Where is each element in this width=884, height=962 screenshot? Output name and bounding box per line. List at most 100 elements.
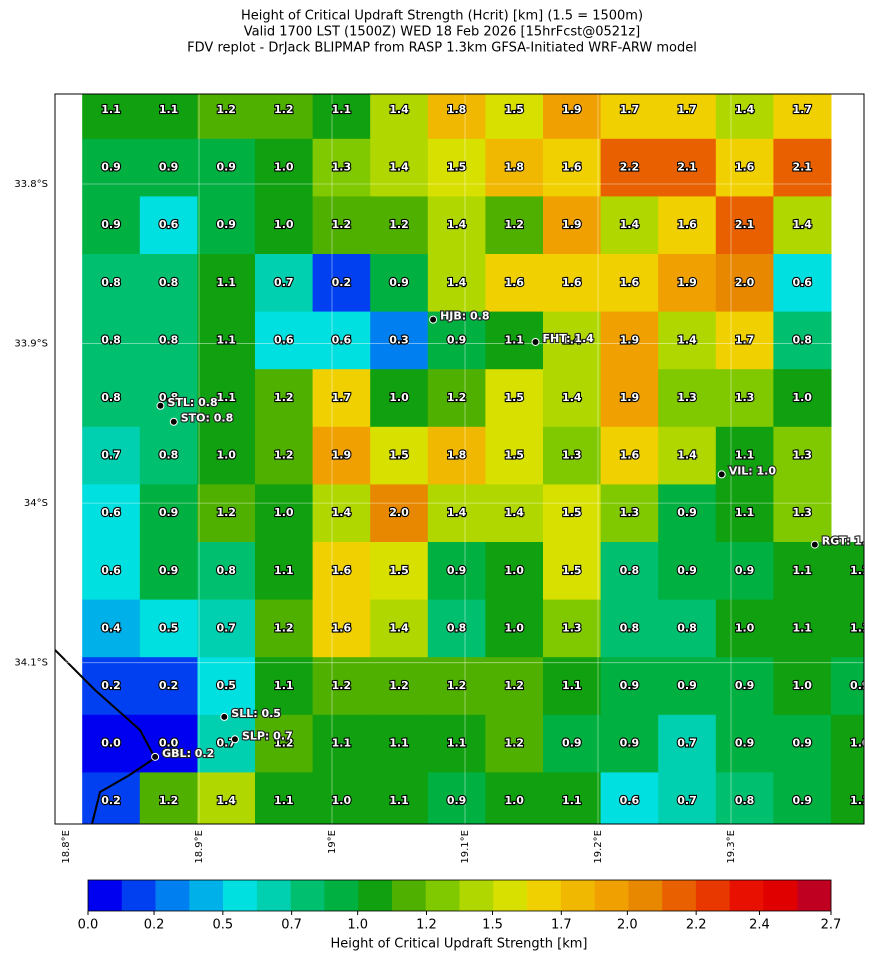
cell <box>715 94 774 140</box>
cell-label: 0.9 <box>389 276 409 289</box>
cell <box>82 426 141 485</box>
cell-label: 1.2 <box>332 679 352 692</box>
cell <box>543 484 602 543</box>
cell-label: 1.2 <box>274 737 294 750</box>
cell <box>600 196 659 255</box>
cell <box>427 426 486 485</box>
cell <box>312 484 371 543</box>
colorbar-frame <box>87 879 832 912</box>
colorbar-box <box>560 880 595 911</box>
cell-label: 1.4 <box>447 218 467 231</box>
cell-label: 0.8 <box>159 333 179 346</box>
cell-label: 1.3 <box>332 161 352 174</box>
cell <box>831 657 864 716</box>
cell-label: 0.6 <box>792 276 812 289</box>
cell <box>831 772 864 824</box>
cell-label: 0.6 <box>101 564 121 577</box>
cell-label: 1.7 <box>332 391 352 404</box>
cell <box>139 714 198 773</box>
cell <box>82 254 141 313</box>
cell <box>543 138 602 197</box>
colorbar-box <box>121 880 156 911</box>
cell <box>312 772 371 824</box>
cell-label: 0.7 <box>216 621 236 634</box>
colorbar-tick-label: 0.7 <box>281 918 302 933</box>
cell-label: 1.4 <box>389 621 409 634</box>
colorbar-label: Height of Critical Updraft Strength [km] <box>331 937 588 952</box>
colorbar-box <box>290 880 325 911</box>
cell <box>197 138 256 197</box>
cell-label: 1.0 <box>389 391 409 404</box>
cell-label: 0.5 <box>159 621 179 634</box>
cell <box>543 196 602 255</box>
cell <box>658 138 717 197</box>
x-tick-label: 18.9°E <box>194 830 205 864</box>
cell <box>485 254 544 313</box>
station-label: HJB: 0.8 <box>440 310 489 323</box>
cell-label: 1.7 <box>677 103 697 116</box>
station-label: FHT: 1.4 <box>543 332 595 345</box>
cell-label: 0.8 <box>792 333 812 346</box>
cell <box>82 542 141 601</box>
cell <box>139 426 198 485</box>
cell <box>831 599 864 658</box>
cell <box>255 311 314 370</box>
cell <box>543 426 602 485</box>
cell <box>312 426 371 485</box>
cell-label: 0.8 <box>677 621 697 634</box>
colorbar-tick-label: 2.4 <box>749 918 770 933</box>
cell-label: 1.0 <box>792 391 812 404</box>
cell-label: 1.4 <box>216 794 236 807</box>
colorbar-box <box>662 880 697 911</box>
cell <box>312 599 371 658</box>
cell-label: 1.6 <box>504 276 524 289</box>
station <box>156 401 165 410</box>
cell-label: 1.0 <box>504 621 524 634</box>
colorbar-tick-label: 1.2 <box>416 918 437 933</box>
cell <box>773 657 832 716</box>
cell-label: 0.2 <box>159 679 179 692</box>
cell <box>715 657 774 716</box>
cell-label: 0.9 <box>792 737 812 750</box>
cell-label: 0.6 <box>332 333 352 346</box>
colorbar-tick-label: 0.2 <box>144 918 165 933</box>
cell-label: 0.8 <box>216 564 236 577</box>
cell-label: 1.9 <box>677 276 697 289</box>
cell <box>197 714 256 773</box>
cell <box>197 542 256 601</box>
cell-label: 0.9 <box>159 161 179 174</box>
cell-label: 2.0 <box>389 506 409 519</box>
cell-label: 1.3 <box>792 506 812 519</box>
cell <box>139 772 198 824</box>
cell-label: 1.3 <box>735 391 755 404</box>
overlay: 1.1 1.1 1.2 1.2 1.1 1.4 1.8 1.5 1.9 1.7 1.7 1.4 1.7 0… <box>55 94 864 824</box>
cell-label: 0.8 <box>735 794 755 807</box>
cell <box>715 772 774 824</box>
cell <box>370 254 429 313</box>
station-label: SLL: 0.5 <box>231 707 281 720</box>
cell-label: 1.2 <box>274 391 294 404</box>
colorbar-box <box>797 880 832 911</box>
cell-label: 1.1 <box>216 333 236 346</box>
colorbar-box <box>189 880 224 911</box>
cell-label: 1.6 <box>562 161 582 174</box>
cell-label: 0.2 <box>332 276 352 289</box>
cell-label: 1.1 <box>332 737 352 750</box>
x-tick-label: 19.1°E <box>460 830 471 864</box>
cell <box>427 542 486 601</box>
cell <box>255 714 314 773</box>
cell-label: 1.6 <box>620 276 640 289</box>
cell <box>543 599 602 658</box>
cell-label: 1.2 <box>274 621 294 634</box>
cell-label: 1.4 <box>735 103 755 116</box>
cell-label: 1.4 <box>332 506 352 519</box>
cell-label: 1.1 <box>159 103 179 116</box>
cell-label: 0.7 <box>101 449 121 462</box>
cell <box>658 484 717 543</box>
cell-label: 1.1 <box>792 621 812 634</box>
cell-label: 0.9 <box>677 564 697 577</box>
cell <box>658 657 717 716</box>
cell-label: 1.4 <box>389 161 409 174</box>
cell <box>370 657 429 716</box>
